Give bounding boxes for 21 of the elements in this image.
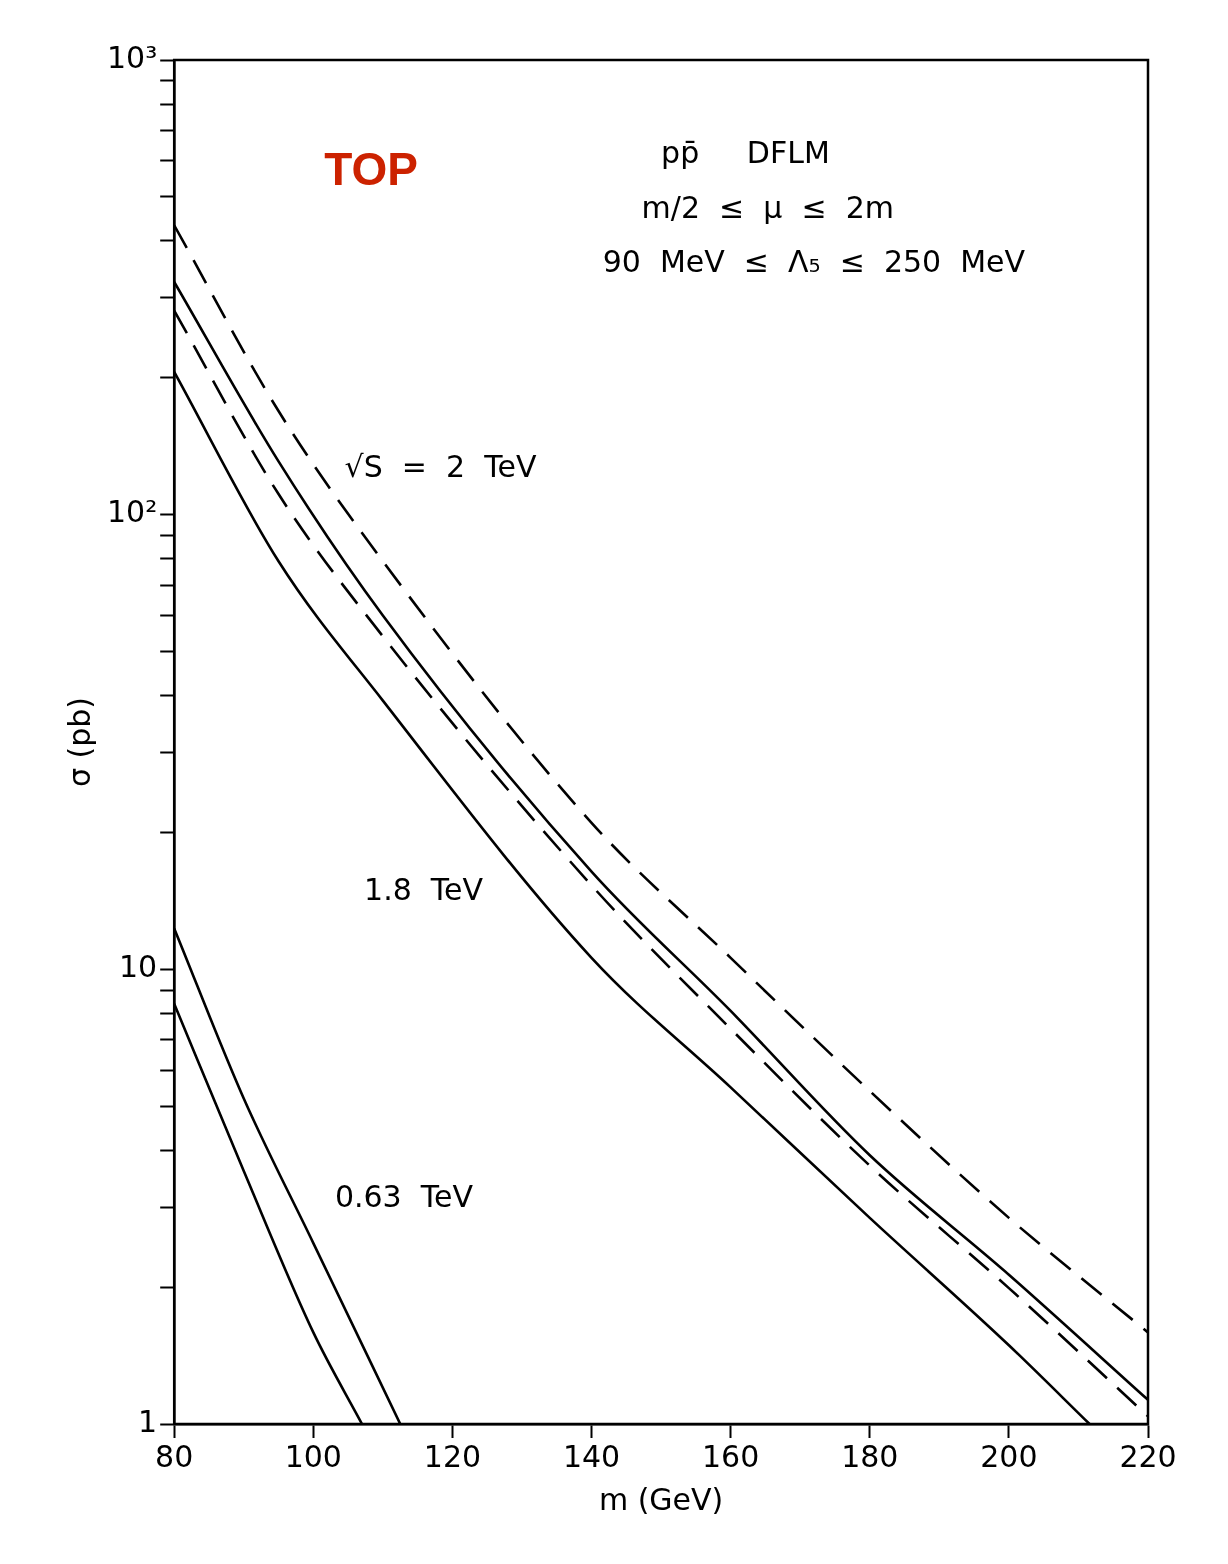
y-tick-label: 1 [138, 1403, 158, 1439]
annotation: 0.63 TeV [334, 1178, 474, 1214]
y-axis-title: σ (pb) [61, 696, 97, 788]
y-tick-label: 10³ [107, 39, 158, 75]
annotation: m/2 ≤ μ ≤ 2m [641, 189, 895, 225]
annotation: √S = 2 TeV [344, 449, 537, 484]
x-tick-label: 220 [1119, 1438, 1177, 1474]
text: TOP [324, 142, 418, 195]
x-tick-label: 160 [702, 1438, 760, 1474]
x-tick-label: 120 [423, 1438, 482, 1474]
x-tick-label: 200 [980, 1438, 1038, 1474]
x-tick-label: 140 [562, 1438, 621, 1474]
annotation: pp̄ DFLM [661, 135, 830, 171]
y-tick-label: 10² [107, 494, 158, 530]
x-tick-label: 80 [155, 1438, 194, 1474]
x-axis-title: m (GeV) [598, 1481, 724, 1517]
y-tick-label: 10 [119, 949, 158, 985]
annotation: 1.8 TeV [364, 871, 484, 907]
x-tick-label: 100 [284, 1438, 342, 1474]
x-tick-label: 180 [841, 1438, 899, 1474]
annotation: 90 MeV ≤ Λ₅ ≤ 250 MeV [602, 244, 1026, 280]
